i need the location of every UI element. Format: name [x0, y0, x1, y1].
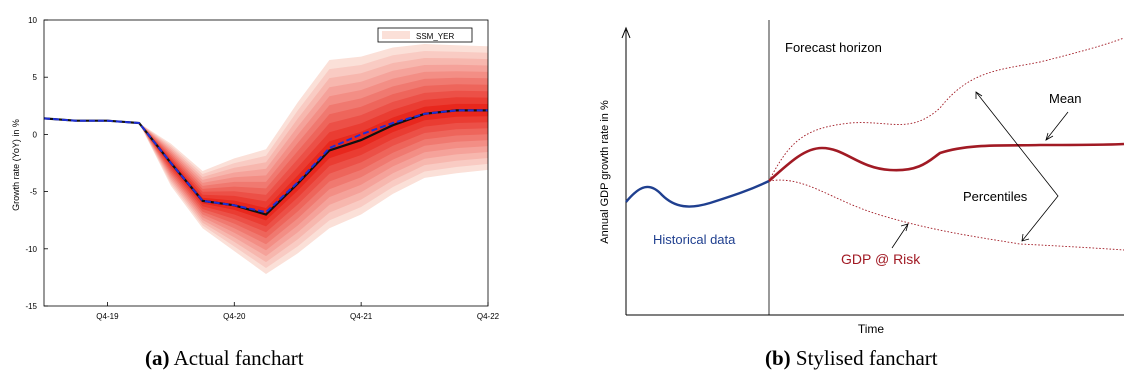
percentiles-arrow-upper — [975, 91, 983, 99]
fanchart-stylised: Forecast horizon Mean Percentiles Histor… — [599, 20, 1125, 336]
fan-lines — [43, 109, 488, 216]
y-tick-label: 0 — [33, 130, 38, 139]
percentiles-arrow-lower — [1021, 233, 1030, 242]
mean-line — [768, 142, 1125, 182]
caption-text: Actual fanchart — [173, 346, 304, 370]
upper-percentile-line — [768, 37, 1125, 182]
y-tick-label: -15 — [25, 302, 37, 311]
chart-axes: 10 5 0 -5 -10 -15 Q4-19 Q4-20 Q4-21 Q4-22 — [25, 16, 499, 321]
y-axis-label: Growth rate (YoY) in % — [11, 119, 21, 211]
mean-label: Mean — [1049, 91, 1082, 106]
ssm-yer-series-line — [43, 109, 488, 214]
percentiles-label: Percentiles — [963, 189, 1028, 204]
gdp-at-risk-pointer — [891, 223, 909, 249]
gdp-at-risk-pointer-head — [900, 223, 909, 232]
mean-pointer-head — [1045, 132, 1054, 141]
y-tick-label: 5 — [33, 73, 38, 82]
x-tick-label: Q4-22 — [477, 312, 500, 321]
historical-data-label: Historical data — [653, 232, 736, 247]
y-tick-label: -10 — [25, 245, 37, 254]
caption-text: Stylised fanchart — [795, 346, 938, 370]
percentiles-bracket — [975, 91, 1059, 242]
caption-label: (a) — [145, 346, 170, 370]
legend-swatch — [382, 31, 410, 39]
plot-frame — [43, 19, 489, 307]
caption-actual-fanchart: (a) Actual fanchart — [145, 346, 304, 371]
mean-pointer — [1045, 111, 1069, 141]
caption-stylised-fanchart: (b) Stylised fanchart — [765, 346, 938, 371]
historical-data-line — [625, 179, 770, 208]
x-tick-label: Q4-20 — [223, 312, 246, 321]
y-axis-label: Annual GDP growth rate in % — [599, 100, 611, 244]
caption-label: (b) — [765, 346, 791, 370]
y-axis-arrow — [621, 26, 631, 39]
legend: SSM_YER — [377, 27, 473, 43]
x-tick-label: Q4-19 — [96, 312, 119, 321]
y-tick-label: -5 — [30, 188, 38, 197]
fanchart-actual: 10 5 0 -5 -10 -15 Q4-19 Q4-20 Q4-21 Q4-22 SSM_YER… — [11, 16, 500, 321]
y-tick-label: 10 — [28, 16, 37, 25]
forecast-horizon-label: Forecast horizon — [785, 40, 882, 55]
x-tick-label: Q4-21 — [350, 312, 373, 321]
gdp-at-risk-label: GDP @ Risk — [841, 251, 921, 267]
legend-label: SSM_YER — [416, 32, 454, 41]
fan-bands — [44, 44, 488, 274]
x-axis-label: Time — [858, 322, 885, 336]
lower-percentile-line — [768, 179, 1125, 251]
